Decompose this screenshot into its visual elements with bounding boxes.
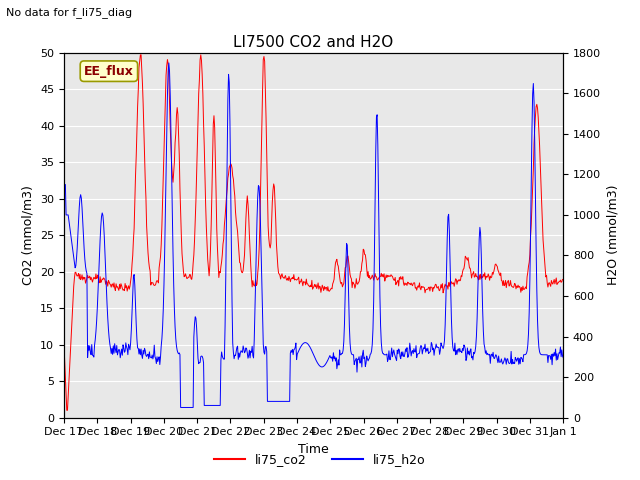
Title: LI7500 CO2 and H2O: LI7500 CO2 and H2O [234,35,394,50]
Y-axis label: H2O (mmol/m3): H2O (mmol/m3) [607,185,620,286]
Text: No data for f_li75_diag: No data for f_li75_diag [6,7,132,18]
Text: EE_flux: EE_flux [84,65,134,78]
Legend: li75_co2, li75_h2o: li75_co2, li75_h2o [209,448,431,471]
X-axis label: Time: Time [298,443,329,456]
Y-axis label: CO2 (mmol/m3): CO2 (mmol/m3) [22,185,35,285]
